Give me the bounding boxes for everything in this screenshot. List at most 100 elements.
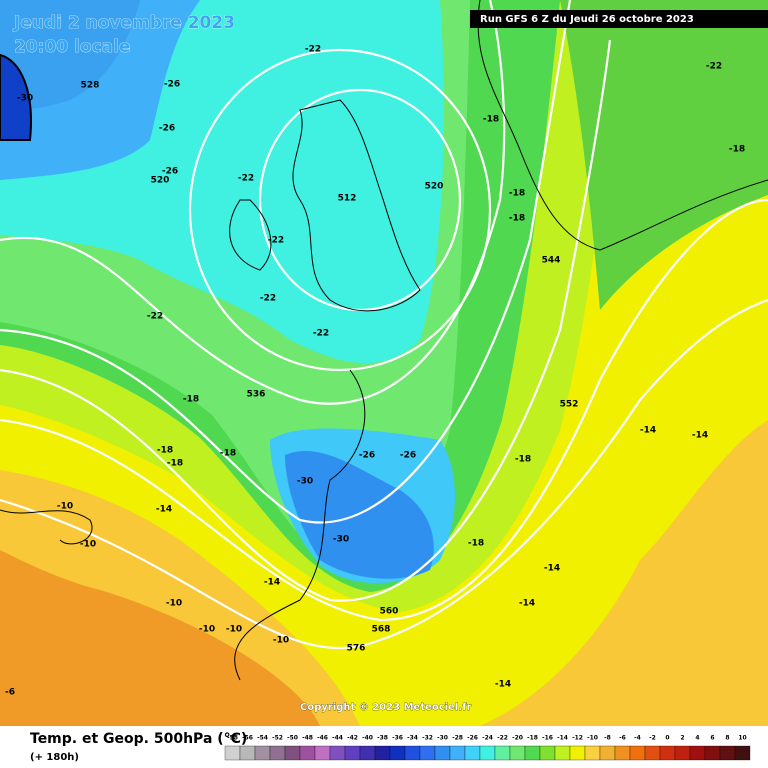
map-label: -14: [519, 599, 535, 609]
map-label: -10: [199, 625, 215, 635]
colorbar-swatch: [449, 745, 466, 761]
colorbar-swatch: [299, 745, 316, 761]
map-label: -6: [5, 688, 15, 698]
run-banner: [470, 10, 768, 28]
map-label: -14: [264, 578, 280, 588]
colorbar-tick-label: -32: [422, 735, 433, 742]
colorbar-swatch: [734, 745, 751, 761]
map-label: 520: [151, 176, 170, 186]
colorbar-swatch: [314, 745, 331, 761]
colorbar-tick-label: -40: [362, 735, 373, 742]
colorbar-swatch: [494, 745, 511, 761]
run-info: Run GFS 6 Z du Jeudi 26 octobre 2023: [480, 14, 694, 25]
colorbar-tick-label: -50: [287, 735, 298, 742]
map-label: 544: [542, 256, 561, 266]
colorbar-swatch: [629, 745, 646, 761]
map-label: -22: [706, 62, 722, 72]
colorbar-tick-label: -16: [542, 735, 553, 742]
map-label: -18: [483, 115, 499, 125]
geopotential-contours: [0, 0, 768, 650]
colorbar-tick-label: -58: [227, 735, 238, 742]
colorbar-swatch: [689, 745, 706, 761]
map-label: 552: [560, 400, 579, 410]
map-label: -18: [220, 449, 236, 459]
colorbar-swatch: [554, 745, 571, 761]
colorbar-tick-label: -18: [527, 735, 538, 742]
map-label: -26: [164, 80, 180, 90]
map-label: -14: [156, 505, 172, 515]
colorbar-tick-label: -52: [272, 735, 283, 742]
map-label: 520: [425, 182, 444, 192]
colorbar-swatch: [224, 745, 241, 761]
map-label: -10: [226, 625, 242, 635]
map-label: -26: [359, 451, 375, 461]
colorbar-swatch: [404, 745, 421, 761]
map-label: -14: [544, 564, 560, 574]
colorbar-tick-label: -6: [619, 735, 626, 742]
colorbar-swatch: [539, 745, 556, 761]
map-label: -10: [80, 540, 96, 550]
colorbar-swatch: [284, 745, 301, 761]
colorbar-swatch: [374, 745, 391, 761]
colorbar-tick-label: -4: [634, 735, 641, 742]
colorbar-tick-label: -24: [482, 735, 493, 742]
map-label: -14: [495, 680, 511, 690]
colorbar-swatch: [389, 745, 406, 761]
map-label: -22: [260, 294, 276, 304]
map-label: 536: [247, 390, 266, 400]
colorbar-swatch: [419, 745, 436, 761]
map-label: 528: [81, 81, 100, 91]
colorbar-swatch: [359, 745, 376, 761]
colorbar-tick-label: -36: [392, 735, 403, 742]
map-label: -18: [468, 539, 484, 549]
map-label: -26: [400, 451, 416, 461]
colorbar-swatch: [239, 745, 256, 761]
map-label: 560: [380, 607, 399, 617]
colorbar-swatch: [464, 745, 481, 761]
colorbar-tick-label: -26: [467, 735, 478, 742]
colorbar-swatch: [644, 745, 661, 761]
colorbar-tick-label: 2: [680, 735, 684, 742]
map-label: -18: [515, 455, 531, 465]
colorbar-tick-label: -2: [649, 735, 656, 742]
footer-title: Temp. et Geop. 500hPa (°C): [30, 731, 247, 747]
coastlines: [0, 0, 768, 681]
map-label: -10: [57, 502, 73, 512]
colorbar-swatch: [479, 745, 496, 761]
colorbar-tick-label: -42: [347, 735, 358, 742]
colorbar-tick-label: 0: [665, 735, 669, 742]
colorbar-tick-label: 4: [695, 735, 699, 742]
colorbar-swatch: [569, 745, 586, 761]
colorbar-tick-label: -12: [572, 735, 583, 742]
colorbar-tick-label: 6: [710, 735, 714, 742]
map-label: 568: [372, 625, 391, 635]
map-label: -14: [692, 431, 708, 441]
map-label: -18: [509, 189, 525, 199]
colorbar-swatch: [719, 745, 736, 761]
colorbar-tick-label: -22: [497, 735, 508, 742]
colorbar-swatch: [599, 745, 616, 761]
colorbar-tick-label: -14: [557, 735, 568, 742]
map-label: -18: [167, 459, 183, 469]
map-label: -22: [147, 312, 163, 322]
colorbar-tick-label: -38: [377, 735, 388, 742]
colorbar-swatch: [674, 745, 691, 761]
colorbar-tick-label: -8: [604, 735, 611, 742]
map-label: -30: [297, 477, 313, 487]
map-label: 576: [347, 644, 366, 654]
colorbar-tick-label: -34: [407, 735, 418, 742]
map-label: -26: [162, 167, 178, 177]
forecast-time: 20:00 locale: [14, 37, 130, 57]
map-label: -18: [157, 446, 173, 456]
colorbar-tick-label: -10: [587, 735, 598, 742]
colorbar-swatch: [269, 745, 286, 761]
colorbar-tick-label: -56: [242, 735, 253, 742]
forecast-date: Jeudi 2 novembre 2023: [13, 13, 235, 33]
map-label: -26: [159, 124, 175, 134]
map-label: -22: [313, 329, 329, 339]
colorbar-tick-label: 10: [738, 735, 746, 742]
colorbar-tick-label: -46: [317, 735, 328, 742]
colorbar-tick-label: -30: [437, 735, 448, 742]
colorbar-swatch: [524, 745, 541, 761]
